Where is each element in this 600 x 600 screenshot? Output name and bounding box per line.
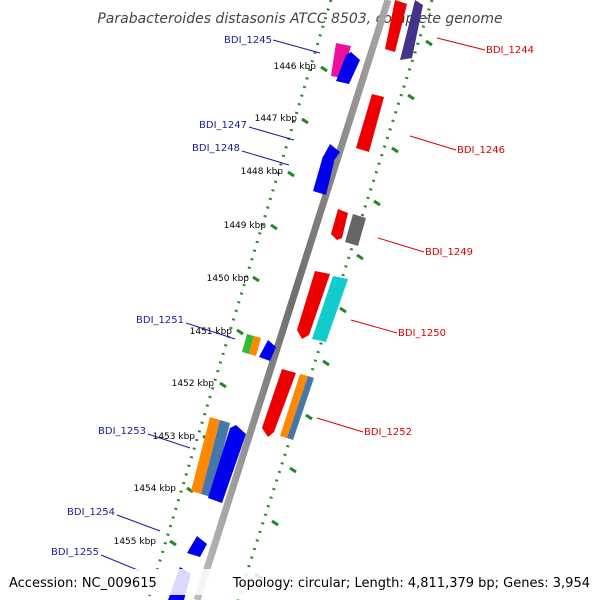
kbp-ticks [169, 39, 433, 580]
footer-band [0, 569, 600, 595]
leader-bdi-1245 [272, 39, 321, 54]
gene-bdi-1253-steel[interactable] [201, 420, 230, 497]
leader-bdi-1247 [248, 126, 295, 141]
kbp-tick [219, 381, 227, 389]
leader-bdi-1251 [185, 322, 236, 340]
gene-label[interactable]: BDI_1246 [457, 145, 505, 156]
minus-dotted-track [146, 0, 333, 600]
gene-label[interactable]: BDI_1253 [98, 426, 146, 437]
genome-backbone [193, 0, 392, 600]
plus-tick [322, 359, 330, 367]
gene-bdi-1254[interactable] [187, 536, 207, 557]
kbp-label: 1448 kbp [241, 167, 284, 177]
gene-bdi-1251-orange[interactable] [249, 336, 261, 356]
gene-bdi-1245-blue[interactable] [336, 52, 360, 84]
gene-bdi-1246[interactable] [356, 94, 384, 152]
plus-tick [305, 413, 313, 421]
kbp-label: 1455 kbp [114, 537, 157, 547]
kbp-tick [169, 539, 177, 547]
gene-bdi-1252-red[interactable] [262, 369, 296, 437]
gene-label[interactable]: BDI_1244 [486, 45, 534, 56]
gene-bdi-1249-red[interactable] [331, 209, 348, 240]
gene-bdi-1244-indigo[interactable] [400, 0, 423, 60]
plus-tick [373, 199, 381, 207]
topology-text: Topology: circular; Length: 4,811,379 bp… [232, 576, 590, 591]
gene-label[interactable]: BDI_1250 [398, 328, 446, 339]
plus-strand-genes [262, 0, 423, 440]
plus-tick [289, 466, 297, 474]
leader-lines [100, 37, 486, 572]
kbp-labels: 1446 kbp 1447 kbp 1448 kbp 1449 kbp 1450… [114, 62, 317, 547]
leader-bdi-1246 [409, 135, 457, 151]
gene-label[interactable]: BDI_1255 [51, 547, 99, 558]
gene-bdi-1244-red[interactable] [385, 0, 407, 52]
gene-label[interactable]: BDI_1248 [192, 143, 240, 154]
leader-bdi-1250 [350, 319, 398, 334]
kbp-label: 1451 kbp [190, 327, 233, 337]
leader-bdi-1249 [377, 237, 425, 253]
leader-bdi-1255 [100, 554, 141, 572]
kbp-label: 1454 kbp [134, 484, 177, 494]
accession-text: Accession: NC_009615 [9, 576, 157, 591]
kbp-label: 1449 kbp [224, 221, 267, 231]
leader-bdi-1252 [316, 417, 364, 433]
gene-label[interactable]: BDI_1251 [136, 315, 184, 326]
gene-bdi-1247[interactable] [323, 144, 340, 162]
kbp-tick [186, 486, 194, 494]
leader-bdi-1253 [147, 433, 191, 449]
gene-bdi-1252-orange[interactable] [280, 374, 308, 438]
kbp-label: 1450 kbp [207, 274, 250, 284]
gene-bdi-1245-magenta[interactable] [331, 43, 351, 78]
gene-label[interactable]: BDI_1252 [364, 427, 412, 438]
leader-bdi-1248 [241, 150, 290, 166]
kbp-tick [252, 275, 260, 283]
plus-tick [271, 519, 279, 527]
kbp-label: 1446 kbp [274, 62, 317, 72]
plus-tick [339, 306, 347, 314]
plus-tick [425, 39, 433, 47]
gene-label[interactable]: BDI_1254 [67, 507, 115, 518]
gene-label[interactable]: BDI_1247 [199, 120, 247, 131]
gene-bdi-1250-cyan[interactable] [312, 276, 348, 342]
kbp-tick [320, 65, 328, 73]
gene-bdi-1249-grey[interactable] [345, 214, 366, 246]
map-title: Parabacteroides distasonis ATCC 8503, co… [97, 11, 502, 27]
plus-tick [407, 93, 415, 101]
kbp-tick [287, 170, 295, 178]
leader-bdi-1254 [116, 514, 161, 532]
plus-tick [391, 146, 399, 154]
gene-bdi-1253-blue[interactable] [208, 425, 246, 503]
gene-bdi-1253-orange[interactable] [191, 417, 220, 494]
gene-bdi-1251-green[interactable] [242, 334, 254, 354]
leader-bdi-1244 [436, 37, 486, 51]
kbp-tick [301, 117, 309, 125]
gene-bdi-1252-steel[interactable] [287, 376, 314, 440]
kbp-label: 1447 kbp [255, 114, 298, 124]
kbp-label: 1453 kbp [153, 432, 196, 442]
tracks [146, 0, 434, 600]
gene-label[interactable]: BDI_1245 [224, 35, 272, 46]
gene-label[interactable]: BDI_1249 [425, 247, 473, 258]
gene-bdi-1248[interactable] [313, 156, 334, 195]
gene-labels: BDI_1245 BDI_1247 BDI_1248 BDI_1251 BDI_… [51, 35, 534, 558]
plus-tick [356, 253, 364, 261]
gene-bdi-1251-blue[interactable] [259, 340, 276, 361]
kbp-label: 1452 kbp [172, 379, 215, 389]
kbp-tick [270, 223, 278, 231]
gene-bdi-1250-red[interactable] [297, 271, 330, 339]
kbp-tick [236, 328, 244, 336]
